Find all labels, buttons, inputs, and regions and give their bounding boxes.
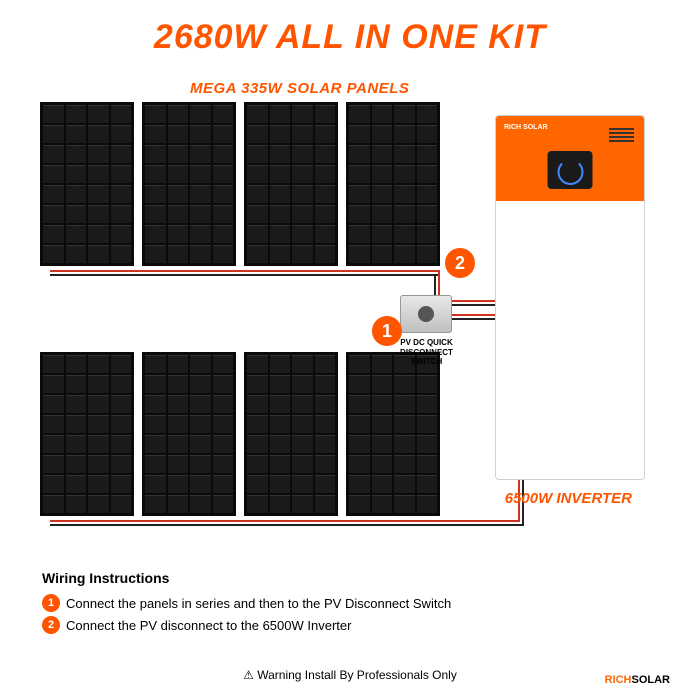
brand-part-2: SOLAR — [632, 674, 671, 686]
main-title: 2680W ALL IN ONE KIT — [0, 0, 700, 57]
switch-label: PV DC QUICK DISCONNECT SWITCH — [389, 338, 464, 367]
wire — [50, 524, 524, 526]
solar-panel — [140, 350, 238, 518]
inverter-top-panel: RICH SOLAR — [496, 116, 644, 201]
solar-panel — [344, 350, 442, 518]
step-badge-1: 1 — [42, 594, 60, 612]
inverter-vents — [609, 128, 634, 143]
solar-panel — [140, 100, 238, 268]
panels-subtitle: MEGA 335W SOLAR PANELS — [190, 80, 409, 97]
step-marker-2: 2 — [445, 248, 475, 278]
wire — [50, 274, 440, 276]
solar-panel — [242, 350, 340, 518]
inverter-brand-label: RICH SOLAR — [504, 124, 548, 131]
step-1-text: Connect the panels in series and then to… — [66, 596, 451, 611]
inverter-label: 6500W INVERTER — [505, 490, 632, 507]
solar-panel — [38, 100, 136, 268]
panel-array-top — [38, 100, 442, 268]
step-2-text: Connect the PV disconnect to the 6500W I… — [66, 618, 351, 633]
inverter-display — [548, 151, 593, 189]
wire — [50, 270, 440, 272]
disconnect-switch — [400, 295, 452, 333]
step-badge-2: 2 — [42, 616, 60, 634]
footer-brand: RICHSOLAR — [605, 674, 670, 686]
brand-part-1: RICH — [605, 674, 632, 686]
instruction-step-2: 2 Connect the PV disconnect to the 6500W… — [42, 616, 451, 634]
solar-panel — [344, 100, 442, 268]
panel-array-bottom — [38, 350, 442, 518]
wiring-instructions: Wiring Instructions 1 Connect the panels… — [42, 570, 451, 638]
instruction-step-1: 1 Connect the panels in series and then … — [42, 594, 451, 612]
warning-text: ⚠ Warning Install By Professionals Only — [0, 668, 700, 682]
solar-panel — [38, 350, 136, 518]
wire — [50, 520, 520, 522]
instructions-heading: Wiring Instructions — [42, 570, 451, 586]
step-marker-1: 1 — [372, 316, 402, 346]
wire — [452, 314, 500, 316]
solar-panel — [242, 100, 340, 268]
inverter-unit: RICH SOLAR — [495, 115, 645, 480]
